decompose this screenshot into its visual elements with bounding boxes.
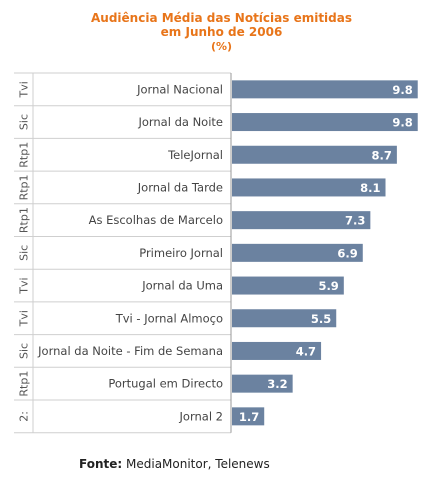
value-label: 9.8 — [392, 83, 412, 97]
category-label: Tvi - Jornal Almoço — [115, 311, 223, 325]
source-footer: Fonte: MediaMonitor, Telenews — [79, 457, 270, 471]
category-label: Jornal Nacional — [136, 82, 223, 96]
bar — [232, 178, 386, 197]
channel-label: Sic — [18, 343, 31, 359]
bar — [232, 374, 293, 393]
chart-title-line-1: Audiência Média das Notícias emitidas — [91, 11, 352, 25]
bar — [232, 113, 418, 132]
value-label: 5.5 — [311, 312, 331, 326]
category-label: Jornal da Tarde — [137, 180, 223, 194]
channel-label: 2: — [18, 411, 31, 422]
value-label: 3.2 — [267, 377, 287, 391]
channel-label: Rtp1 — [18, 371, 31, 397]
category-label: Portugal em Directo — [108, 377, 223, 391]
category-label: Primeiro Jornal — [139, 246, 223, 260]
bar — [232, 407, 265, 426]
value-label: 5.9 — [318, 279, 338, 293]
channel-label: Tvi — [18, 310, 31, 327]
category-label: Jornal da Uma — [141, 279, 223, 293]
source-text: MediaMonitor, Telenews — [126, 457, 270, 471]
category-label: As Escolhas de Marcelo — [89, 213, 223, 227]
value-label: 6.9 — [337, 246, 357, 260]
bar — [232, 211, 371, 230]
channel-label: Sic — [18, 114, 31, 130]
category-label: Jornal da Noite - Fim de Semana — [37, 344, 223, 358]
category-label: TeleJornal — [167, 148, 223, 162]
channel-label: Rtp1 — [18, 142, 31, 168]
channel-label: Rtp1 — [18, 207, 31, 233]
value-label: 8.1 — [360, 181, 380, 195]
bar — [232, 145, 397, 164]
bar — [232, 243, 363, 262]
bar — [232, 341, 322, 360]
source-label: Fonte: — [79, 457, 123, 471]
value-label: 7.3 — [345, 214, 365, 228]
bar — [232, 276, 344, 295]
bar — [232, 309, 337, 328]
channel-label: Sic — [18, 245, 31, 261]
value-label: 4.7 — [296, 344, 316, 358]
chart-title-line-2: em Junho de 2006 — [160, 25, 283, 39]
bar — [232, 80, 418, 99]
channel-label: Tvi — [18, 277, 31, 294]
channel-label: Rtp1 — [18, 174, 31, 200]
value-label: 9.8 — [392, 116, 412, 130]
category-label: Jornal da Noite — [137, 115, 223, 129]
chart-title-unit: (%) — [210, 40, 233, 53]
value-label: 8.7 — [372, 148, 392, 162]
category-label: Jornal 2 — [179, 409, 223, 423]
value-label: 1.7 — [239, 410, 259, 424]
channel-label: Tvi — [18, 81, 31, 98]
bar-chart: Tvi Jornal Nacional 9.8 Sic Jornal da Noite 9… — [14, 72, 418, 434]
